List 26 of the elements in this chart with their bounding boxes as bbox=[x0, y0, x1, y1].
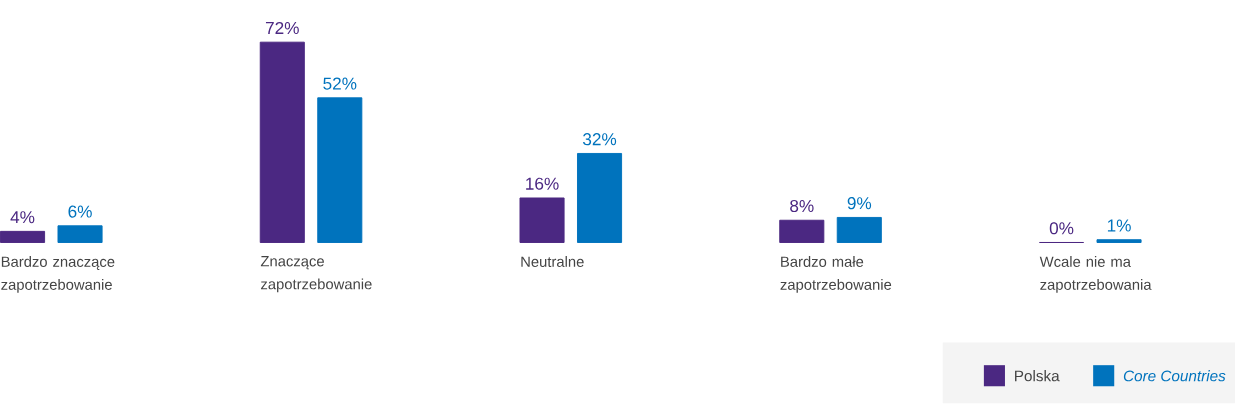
bar bbox=[779, 219, 825, 244]
bar bbox=[836, 217, 882, 244]
x-tick-label: Bardzo znaczące zapotrzebowanie bbox=[1, 256, 115, 294]
legend-label: Core Countries bbox=[1123, 370, 1226, 382]
data-label: 52% bbox=[323, 77, 357, 90]
data-label: 1% bbox=[1107, 219, 1131, 232]
bar bbox=[0, 231, 46, 244]
bar bbox=[57, 225, 103, 244]
legend-label: Polska bbox=[1015, 370, 1060, 382]
data-label: 4% bbox=[10, 211, 35, 224]
bar bbox=[577, 153, 623, 244]
data-label: 6% bbox=[68, 205, 92, 218]
bar bbox=[317, 97, 363, 244]
x-tick-label: Bardzo małe zapotrzebowanie bbox=[780, 256, 892, 294]
bar bbox=[519, 197, 565, 244]
data-label: 32% bbox=[583, 133, 617, 146]
data-label: 16% bbox=[526, 177, 559, 191]
bar bbox=[1096, 239, 1142, 244]
x-tick-label: Wcale nie ma zapotrzebowania bbox=[1039, 256, 1152, 294]
data-label: 72% bbox=[265, 22, 299, 35]
data-label: 8% bbox=[790, 200, 814, 213]
bar bbox=[259, 41, 305, 244]
x-tick-label: Znaczące zapotrzebowanie bbox=[260, 256, 372, 293]
data-label: 0% bbox=[1049, 222, 1074, 235]
data-label: 9% bbox=[847, 197, 872, 210]
x-tick-label: Neutralne bbox=[521, 256, 584, 268]
